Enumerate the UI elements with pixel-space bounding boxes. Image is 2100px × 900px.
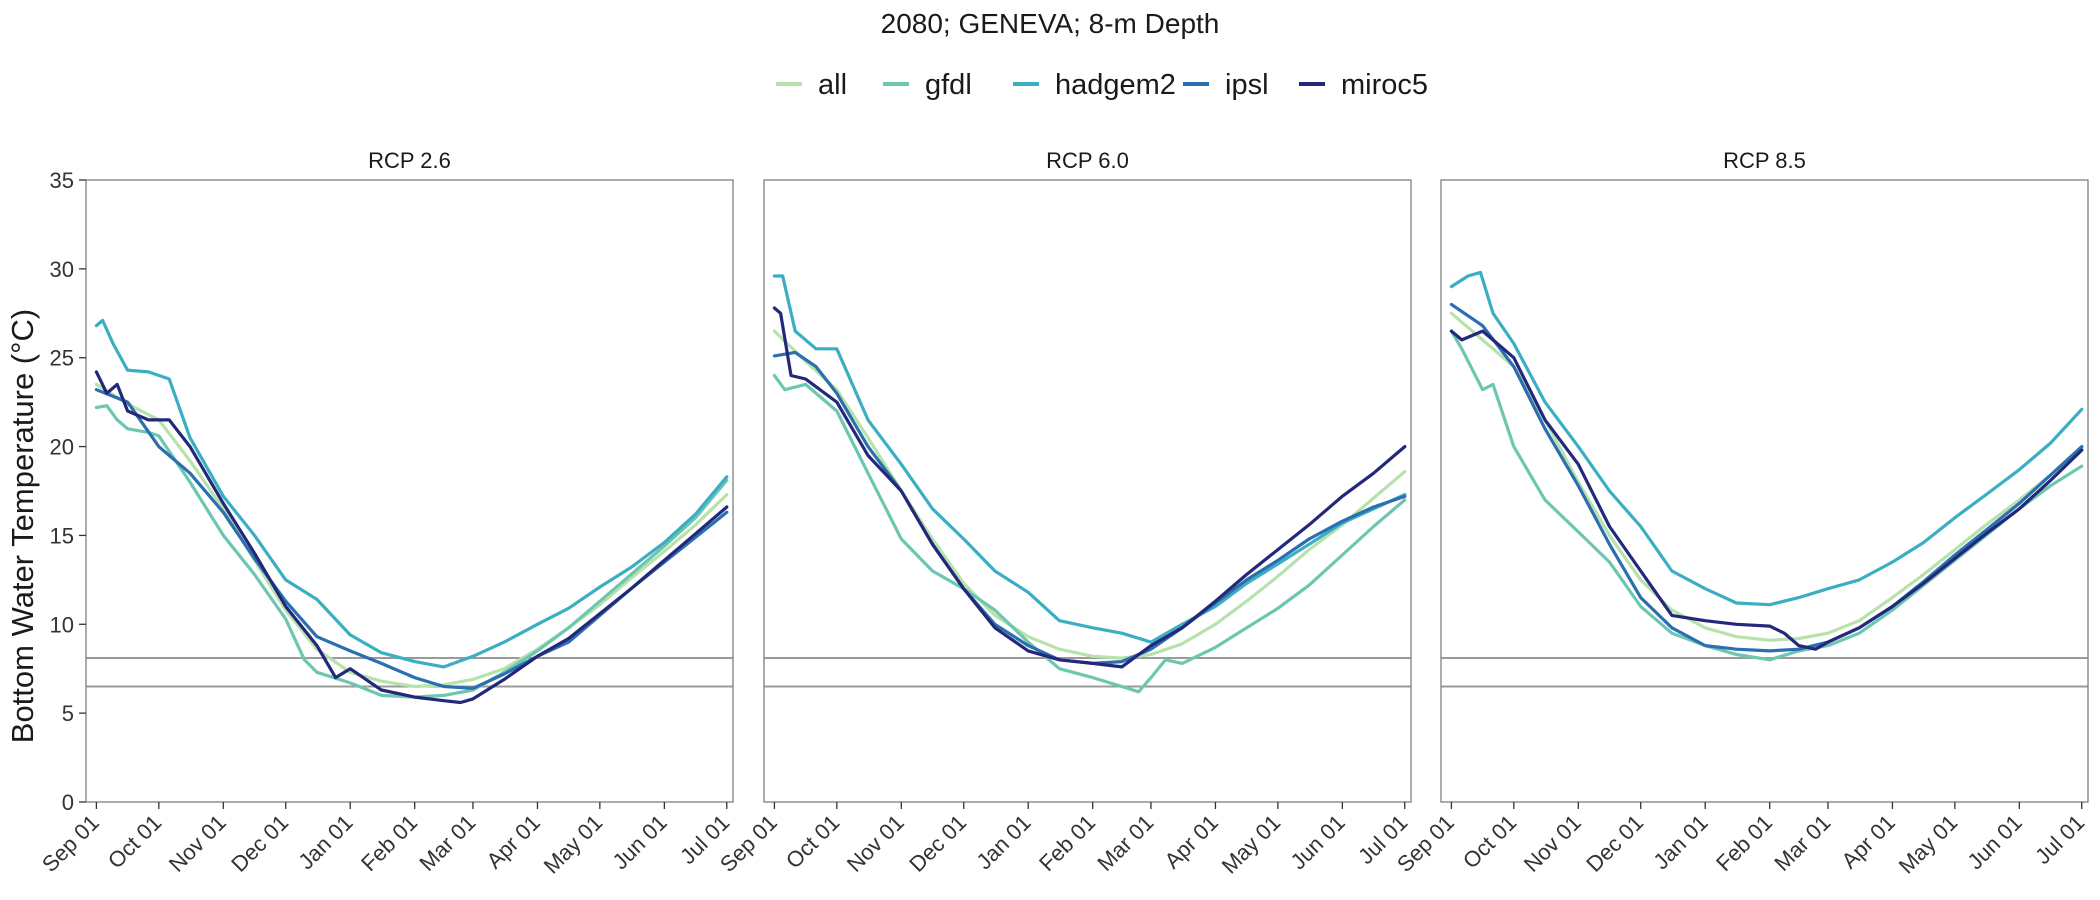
panel-frame — [1440, 179, 2089, 803]
legend-item-ipsl: ipsl — [1183, 69, 1269, 101]
y-tick-label: 25 — [50, 346, 74, 371]
panel-frame — [763, 179, 1412, 803]
x-tick-label: Jun 01 — [607, 810, 671, 874]
x-tick-label: Nov 01 — [842, 810, 909, 877]
y-tick-label: 0 — [62, 790, 74, 815]
legend: all gfdl hadgem2 ipsl miroc5 — [776, 69, 1428, 101]
x-tick-label: Dec 01 — [1581, 810, 1648, 877]
legend-item-hadgem2: hadgem2 — [1013, 69, 1176, 101]
x-tick-label: Oct 01 — [103, 810, 167, 874]
series-line-all — [1449, 311, 2084, 642]
x-tick-label: Dec 01 — [904, 810, 971, 877]
panel-title: RCP 8.5 — [1723, 148, 1806, 173]
y-tick-label: 20 — [50, 435, 74, 460]
legend-label-gfdl: gfdl — [925, 69, 972, 101]
panel-title: RCP 6.0 — [1046, 148, 1129, 173]
x-tick-label: Jun 01 — [1962, 810, 2026, 874]
series-line-miroc5 — [94, 370, 729, 705]
chart-title: 2080; GENEVA; 8-m Depth — [881, 8, 1220, 39]
x-tick-label: May 01 — [1217, 810, 1286, 879]
x-tick-label: Oct 01 — [1458, 810, 1522, 874]
y-tick-label: 35 — [50, 168, 74, 193]
series-line-hadgem2 — [1449, 270, 2084, 607]
series-line-hadgem2 — [94, 318, 729, 669]
x-tick-label: Sep 01 — [37, 810, 104, 877]
x-tick-label: Apr 01 — [481, 810, 545, 874]
x-tick-label: Feb 01 — [1711, 810, 1777, 876]
x-tick-label: Apr 01 — [1836, 810, 1900, 874]
x-tick-label: Apr 01 — [1159, 810, 1223, 874]
x-tick-label: Nov 01 — [1519, 810, 1586, 877]
series-line-gfdl — [772, 373, 1407, 694]
legend-item-miroc5: miroc5 — [1299, 69, 1428, 101]
x-tick-label: Jun 01 — [1285, 810, 1349, 874]
x-tick-label: Jan 01 — [293, 810, 357, 874]
y-axis-label: Bottom Water Temperature (°C) — [5, 309, 40, 743]
panel-title: RCP 2.6 — [368, 148, 451, 173]
series-line-ipsl — [94, 388, 729, 690]
legend-item-gfdl: gfdl — [883, 69, 972, 101]
x-tick-label: Jan 01 — [1648, 810, 1712, 874]
series-line-miroc5 — [772, 306, 1407, 669]
legend-label-all: all — [818, 69, 847, 101]
x-tick-label: Mar 01 — [1092, 810, 1158, 876]
panel-frame — [85, 179, 734, 803]
x-tick-label: Jul 01 — [2030, 810, 2089, 869]
series-line-all — [94, 382, 729, 689]
legend-label-ipsl: ipsl — [1225, 69, 1269, 101]
series-line-ipsl — [1449, 302, 2084, 653]
x-tick-label: May 01 — [1894, 810, 1963, 879]
x-tick-label: Nov 01 — [164, 810, 231, 877]
y-tick-label: 15 — [50, 523, 74, 548]
series-line-miroc5 — [1449, 329, 2084, 651]
y-tick-label: 5 — [62, 701, 74, 726]
legend-label-hadgem2: hadgem2 — [1055, 69, 1176, 101]
series-line-hadgem2 — [772, 274, 1407, 644]
series-line-ipsl — [772, 350, 1407, 665]
x-tick-label: Feb 01 — [356, 810, 422, 876]
x-tick-label: Mar 01 — [414, 810, 480, 876]
legend-label-miroc5: miroc5 — [1341, 69, 1428, 101]
y-tick-label: 10 — [50, 612, 74, 637]
x-tick-label: Jan 01 — [971, 810, 1035, 874]
legend-item-all: all — [776, 69, 847, 101]
y-tick-label: 30 — [50, 257, 74, 282]
series-line-all — [772, 329, 1407, 660]
x-tick-label: Dec 01 — [226, 810, 293, 877]
x-tick-label: May 01 — [539, 810, 608, 879]
x-tick-label: Feb 01 — [1034, 810, 1100, 876]
x-tick-label: Oct 01 — [781, 810, 845, 874]
x-tick-label: Mar 01 — [1769, 810, 1835, 876]
